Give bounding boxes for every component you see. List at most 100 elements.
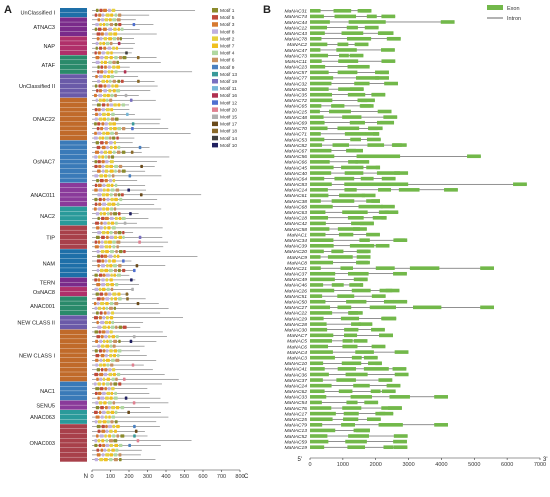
subfamily-label: NAC2	[40, 214, 55, 220]
motif-box	[105, 164, 109, 169]
motif-box	[103, 174, 108, 178]
gene-strip-cell	[60, 159, 87, 164]
gene-name: MaNAC39	[284, 244, 307, 250]
motif-box	[102, 363, 106, 367]
subfamily-label: OsNAC7	[33, 160, 55, 166]
motif-box	[95, 212, 100, 216]
gene-strip-cell	[60, 277, 87, 282]
motif-box	[98, 112, 102, 117]
gene-strip-cell	[60, 102, 87, 108]
exon-block	[392, 143, 407, 147]
exon-block	[364, 400, 379, 405]
axis-tick-label: 500	[180, 474, 189, 480]
motif-box	[100, 70, 104, 74]
exon-block	[331, 283, 344, 287]
motif-box	[109, 453, 113, 457]
motif-box	[117, 169, 121, 173]
motif-box	[118, 164, 123, 169]
motif-box	[118, 382, 122, 386]
motif-legend-label: Motif 18	[220, 129, 237, 135]
subfamily-label: NEW CLASS I	[19, 354, 56, 360]
motif-box	[138, 240, 141, 244]
exon-block	[341, 423, 355, 427]
motif-box	[101, 122, 105, 126]
exon-block	[347, 445, 366, 450]
motif-legend-label: Motif 7	[220, 44, 235, 50]
motif-box	[110, 93, 114, 98]
exon-block	[310, 305, 331, 310]
motif-box	[139, 193, 143, 197]
motif-box	[105, 439, 109, 443]
motif-box	[101, 429, 106, 433]
motif-legend-label: Motif 20	[220, 107, 237, 113]
motif-box	[109, 316, 114, 320]
gene-strip-cell	[60, 41, 87, 46]
exon-block	[363, 367, 389, 371]
motif-box	[105, 193, 109, 197]
exon-block	[338, 59, 359, 63]
gene-name: MaNAC59	[284, 439, 307, 445]
exon-block	[513, 182, 527, 187]
gene-strip-cell	[60, 391, 87, 396]
exon-block	[310, 115, 324, 119]
exon-block	[354, 42, 369, 47]
motif-box	[106, 145, 109, 150]
gene-strip-cell	[60, 305, 87, 311]
motif-box	[99, 46, 103, 50]
subfamily-label: OsNAC8	[33, 290, 55, 296]
subfamily-label: NAM	[43, 261, 56, 267]
motif-box	[128, 174, 132, 178]
motif-box	[121, 103, 126, 107]
motif-box	[129, 339, 133, 344]
motif-box	[109, 136, 112, 140]
exon-block	[389, 395, 410, 399]
exon-block	[310, 182, 332, 187]
motif-box	[99, 226, 103, 230]
exon-block	[310, 98, 333, 103]
motif-box	[114, 164, 119, 169]
gene-strip-cell	[60, 272, 87, 278]
motif-legend-label: Motif 2	[220, 36, 235, 42]
motif-box	[111, 311, 115, 315]
axis-tick-label: 1000	[337, 462, 349, 468]
motif-box	[114, 131, 118, 135]
motif-box	[99, 37, 103, 41]
motif-legend-swatch	[212, 135, 218, 141]
motif-box	[99, 311, 103, 315]
motif-box	[111, 112, 115, 117]
motif-box	[105, 424, 108, 429]
motif-box	[120, 434, 125, 438]
motif-box	[101, 160, 105, 164]
motif-box	[136, 56, 140, 60]
motif-box	[94, 391, 98, 396]
motif-box	[104, 65, 107, 69]
exon-block	[310, 193, 329, 198]
exon-block	[381, 14, 396, 19]
motif-box	[106, 231, 109, 235]
motif-box	[114, 70, 118, 74]
motif-box	[109, 306, 113, 310]
motif-box	[109, 160, 114, 164]
exon-block	[467, 154, 481, 159]
exon-block	[310, 277, 335, 282]
gene-strip-cell	[60, 419, 87, 424]
motif-box	[115, 358, 120, 362]
exon-block	[342, 210, 368, 215]
motif-legend-swatch	[212, 142, 218, 148]
panel-a-label: A	[4, 4, 12, 16]
motif-legend-label: Motif 12	[220, 100, 237, 106]
motif-box	[109, 179, 112, 183]
exon-block	[329, 109, 351, 114]
motif-box	[97, 122, 101, 126]
motif-legend-swatch	[212, 100, 218, 105]
motif-box	[97, 70, 100, 74]
motif-box	[131, 126, 134, 131]
exon-block	[310, 104, 322, 108]
exon-block	[310, 20, 330, 24]
motif-box	[94, 349, 98, 353]
motif-box	[108, 372, 113, 377]
gene-strip-cell	[60, 107, 87, 112]
exon-block	[388, 406, 402, 410]
exon-legend-swatch	[487, 5, 503, 10]
exon-block	[310, 53, 329, 58]
